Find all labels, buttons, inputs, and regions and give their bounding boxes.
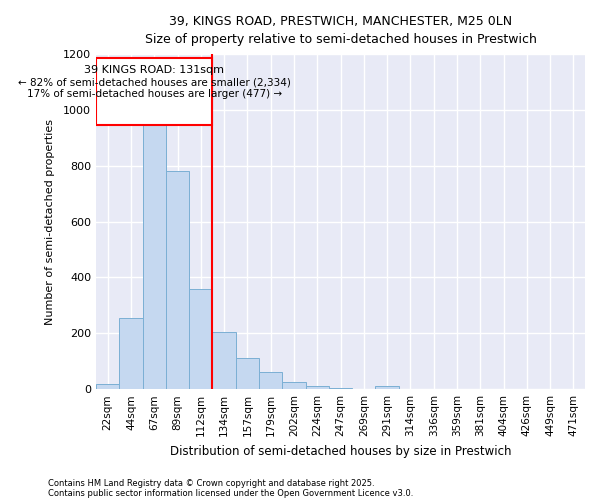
Text: Contains HM Land Registry data © Crown copyright and database right 2025.: Contains HM Land Registry data © Crown c… <box>48 478 374 488</box>
Text: 17% of semi-detached houses are larger (477) →: 17% of semi-detached houses are larger (… <box>27 89 282 99</box>
Bar <box>212 332 236 389</box>
Title: 39, KINGS ROAD, PRESTWICH, MANCHESTER, M25 0LN
Size of property relative to semi: 39, KINGS ROAD, PRESTWICH, MANCHESTER, M… <box>145 15 536 46</box>
Bar <box>305 386 329 389</box>
Bar <box>259 372 283 389</box>
Bar <box>166 172 189 389</box>
Bar <box>96 58 212 126</box>
Text: 39 KINGS ROAD: 131sqm: 39 KINGS ROAD: 131sqm <box>84 66 224 76</box>
Bar <box>143 110 166 389</box>
Bar <box>189 288 212 389</box>
Bar <box>376 386 399 389</box>
X-axis label: Distribution of semi-detached houses by size in Prestwich: Distribution of semi-detached houses by … <box>170 444 511 458</box>
Bar <box>329 388 352 389</box>
Bar <box>119 318 143 389</box>
Bar <box>283 382 305 389</box>
Bar <box>236 358 259 389</box>
Y-axis label: Number of semi-detached properties: Number of semi-detached properties <box>45 118 55 324</box>
Text: Contains public sector information licensed under the Open Government Licence v3: Contains public sector information licen… <box>48 488 413 498</box>
Text: ← 82% of semi-detached houses are smaller (2,334): ← 82% of semi-detached houses are smalle… <box>18 78 291 88</box>
Bar <box>96 384 119 389</box>
